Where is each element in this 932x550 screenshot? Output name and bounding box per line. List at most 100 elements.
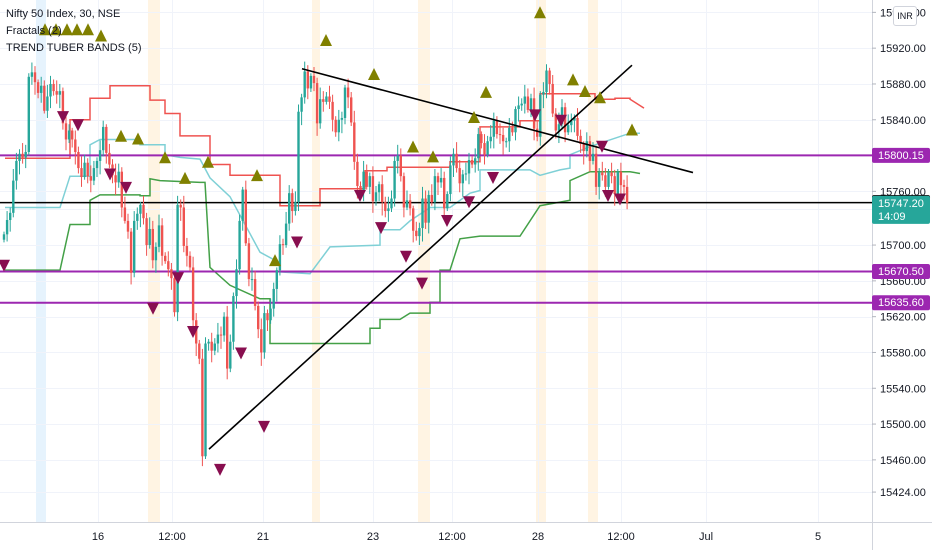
candle [604, 175, 607, 187]
fractal-up-marker [269, 254, 281, 267]
candle [511, 127, 514, 133]
candle [269, 308, 272, 321]
candle [449, 165, 452, 195]
fractal-down-marker [258, 420, 270, 433]
candle [235, 269, 238, 297]
fractal-down-marker [214, 463, 226, 476]
candle [353, 122, 356, 162]
candle [272, 288, 275, 309]
candle [80, 168, 83, 178]
candle [24, 151, 27, 158]
candle [343, 87, 347, 118]
x-tick-label: 16 [92, 531, 104, 543]
candle [415, 230, 418, 237]
candle [439, 177, 443, 183]
candle [250, 279, 254, 281]
candle [281, 244, 285, 246]
candle [616, 171, 619, 195]
candle [294, 202, 297, 212]
candle [421, 198, 424, 229]
candle [365, 171, 368, 187]
candle [74, 139, 77, 152]
candle [312, 75, 316, 84]
candle [191, 267, 195, 321]
candle [396, 155, 399, 161]
price-label-box [872, 295, 930, 311]
candle [303, 71, 306, 98]
candle [33, 72, 37, 83]
candle [573, 117, 576, 121]
candle [331, 101, 334, 120]
candle [470, 160, 474, 165]
fractal-up-marker [534, 6, 546, 19]
fractal-up-marker [115, 129, 127, 142]
legend-title: Nifty 50 Index, 30, NSE [6, 8, 121, 20]
candle [408, 200, 412, 209]
candle [67, 130, 71, 140]
fractal-up-marker [39, 23, 51, 36]
candle [381, 184, 384, 203]
candle [588, 141, 592, 161]
currency-button[interactable]: INR [893, 6, 917, 26]
fractal-up-marker [480, 85, 492, 98]
fractal-up-marker [320, 34, 332, 47]
y-tick-label: 15580.00 [880, 347, 926, 359]
trendline[interactable] [301, 67, 694, 174]
candle [613, 176, 616, 195]
candle [173, 278, 176, 313]
candle [145, 218, 148, 246]
candle [232, 296, 235, 342]
candle [567, 125, 570, 133]
candle [257, 305, 260, 330]
price-label-text: 15800.15 [878, 150, 924, 162]
candle [557, 124, 561, 131]
candle [300, 97, 303, 112]
candle [467, 160, 471, 174]
fractal-up-marker [468, 110, 480, 123]
candle [402, 176, 406, 208]
candle [102, 126, 105, 151]
fractal-up-marker [132, 132, 144, 145]
candle [576, 117, 579, 136]
x-tick-label: 12:00 [158, 531, 186, 543]
candle [89, 176, 92, 181]
x-tick-label: 21 [257, 531, 269, 543]
fractal-up-marker [626, 123, 638, 136]
candle [77, 151, 80, 169]
candle [625, 186, 629, 203]
candle [142, 204, 145, 219]
candle [151, 228, 154, 261]
candle [291, 193, 294, 212]
y-tick-label: 15920.00 [880, 43, 926, 55]
fractal-down-marker [555, 114, 567, 127]
price-label-countdown: 14:09 [878, 211, 906, 223]
candle [405, 200, 409, 208]
candle [216, 334, 220, 344]
fractal-down-marker [57, 111, 69, 124]
fractal-up-marker [61, 23, 73, 36]
fractal-up-marker [202, 155, 214, 168]
candle [542, 92, 545, 95]
candle [185, 245, 189, 256]
trendline[interactable] [208, 64, 633, 450]
candle [5, 220, 9, 235]
candle [325, 96, 328, 102]
candle [229, 341, 232, 369]
fractal-down-marker [72, 119, 84, 132]
candle [492, 120, 495, 137]
candle [436, 176, 440, 183]
candle [368, 176, 371, 187]
candle [204, 343, 207, 457]
candle [27, 76, 30, 152]
candle [30, 72, 34, 77]
candle [2, 234, 6, 240]
candle [523, 96, 526, 104]
time-axis-background [0, 522, 932, 550]
candle [98, 150, 102, 161]
fractal-down-marker [120, 181, 132, 194]
candle [213, 343, 216, 351]
price-label-box [872, 147, 930, 163]
candle [554, 113, 557, 131]
